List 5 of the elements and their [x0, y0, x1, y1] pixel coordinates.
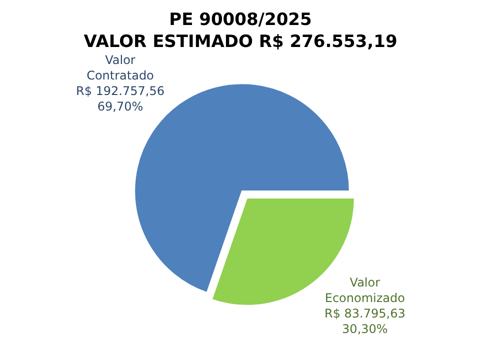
slice-label: Valor Economizado — [324, 275, 405, 305]
data-label: R$ 192.757,56 69,70% — [76, 84, 164, 114]
slice-label: Valor Contratado — [86, 52, 154, 83]
chart-title: PE 90008/2025 VALOR ESTIMADO R$ 276.553,19 — [84, 10, 398, 52]
data-label: R$ 83.795,63 30,30% — [324, 306, 406, 336]
